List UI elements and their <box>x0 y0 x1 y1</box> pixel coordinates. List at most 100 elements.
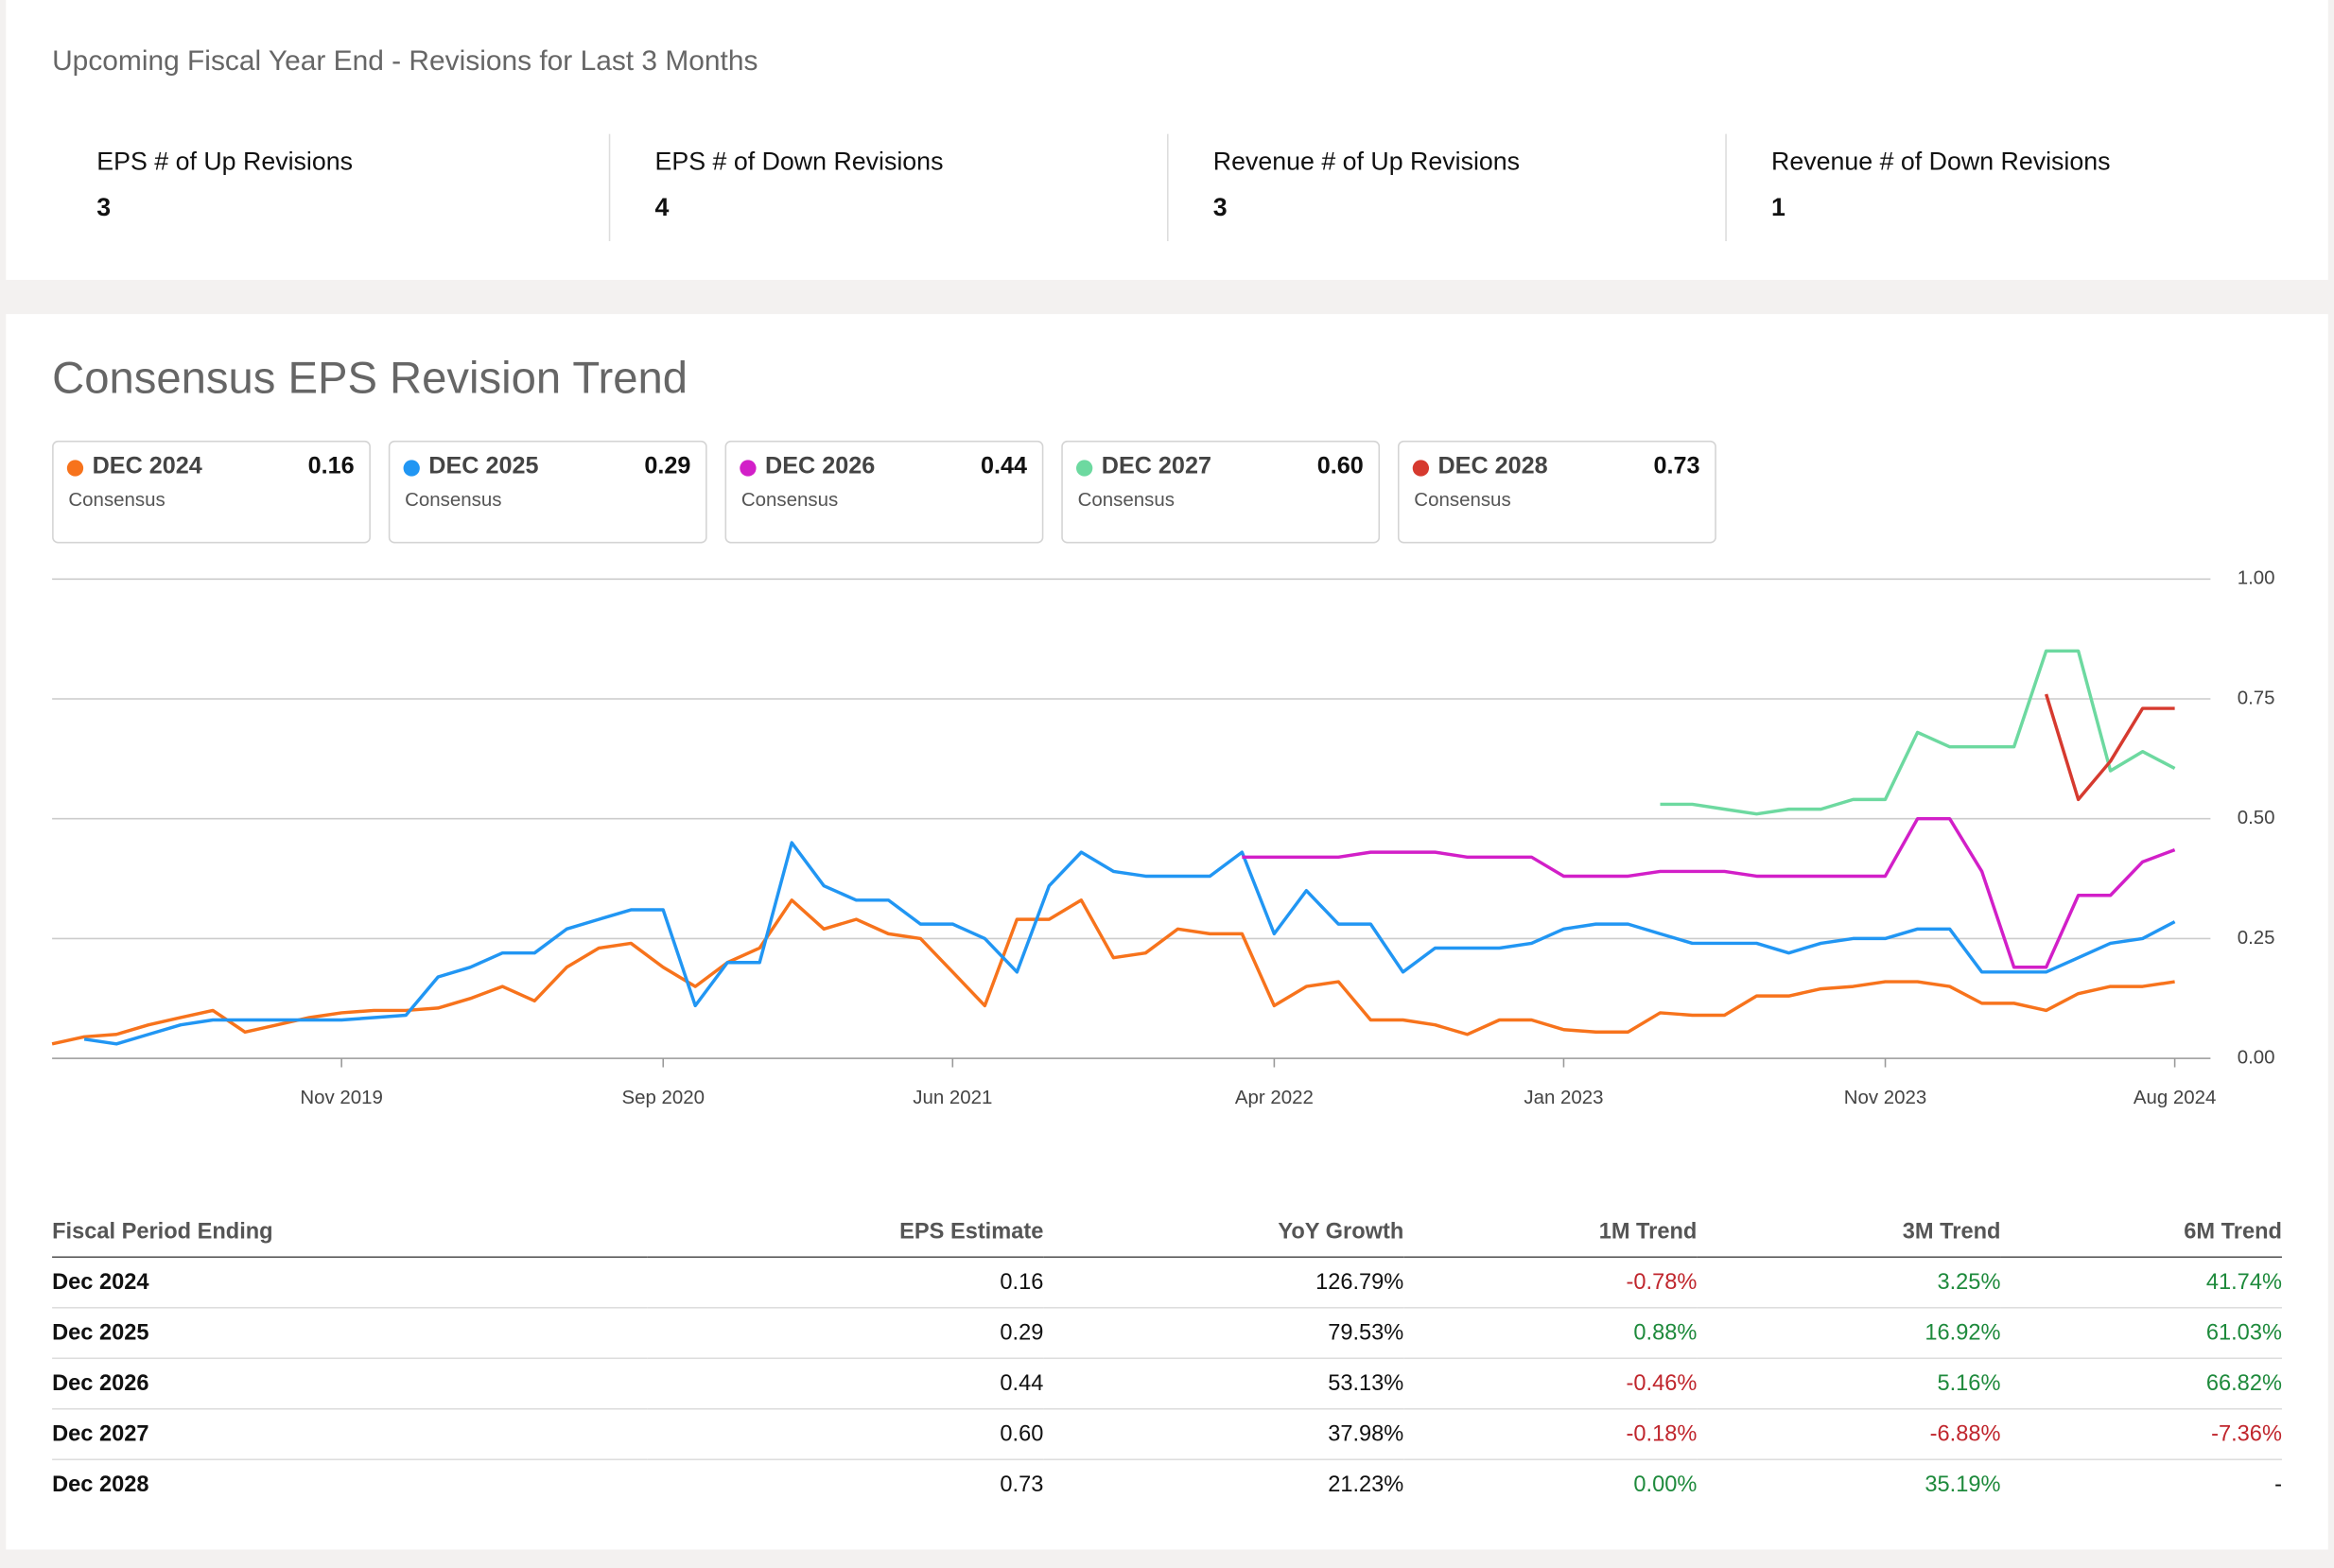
x-tick-label: Sep 2020 <box>621 1087 705 1108</box>
summary-value: 3 <box>1212 193 1228 222</box>
legend-name: DEC 2028 <box>1437 454 1548 479</box>
table-cell: Dec 2025 <box>52 1307 648 1360</box>
summary-label: EPS # of Down Revisions <box>654 147 944 176</box>
column-header: Fiscal Period Ending <box>52 1207 648 1259</box>
legend-dot <box>1412 460 1430 477</box>
table-cell: 0.73 <box>1000 1472 1044 1498</box>
legend-sublabel: Consensus <box>740 488 839 511</box>
table-row: Dec 2026 0.44 53.13% -0.46% 5.16% 66.82% <box>52 1358 2282 1410</box>
legend-value: 0.73 <box>1653 454 1700 479</box>
table-cell: 16.92% <box>1697 1307 2001 1360</box>
legend-name: DEC 2024 <box>92 454 202 479</box>
table-cell: 3.25% <box>1697 1257 2001 1309</box>
table-cell: Dec 2024 <box>52 1257 648 1309</box>
table-cell: -6.88% <box>1697 1408 2001 1461</box>
x-tick-label: Nov 2023 <box>1844 1087 1927 1108</box>
table-cell: 66.82% <box>2000 1358 2282 1410</box>
series-line <box>1242 816 2176 969</box>
column-header: 3M Trend <box>1697 1207 2001 1259</box>
table-row: Dec 2027 0.60 37.98% -0.18% -6.88% -7.36% <box>52 1408 2282 1461</box>
data-table: Fiscal Period Ending EPS Estimate YoY Grow… <box>52 1207 2282 1510</box>
y-tick-label: 0.00 <box>2238 1047 2275 1069</box>
legend-sublabel: Consensus <box>405 488 502 511</box>
legend-value: 0.16 <box>307 454 355 479</box>
table-cell: Dec 2027 <box>52 1408 648 1461</box>
legend-name: DEC 2026 <box>765 454 876 479</box>
y-tick-label: 1.00 <box>2238 567 2275 589</box>
legend-card: DEC 2025 0.29 Consensus <box>388 440 707 544</box>
table-cell: 37.98% <box>1043 1408 1404 1461</box>
table-cell: 79.53% <box>1043 1307 1404 1360</box>
legend-card: DEC 2028 0.73 Consensus <box>1397 440 1716 544</box>
legend-sublabel: Consensus <box>1414 488 1511 511</box>
table-row: Dec 2028 0.73 21.23% 0.00% 35.19% - <box>52 1459 2282 1509</box>
table-cell: 0.29 <box>647 1307 1044 1360</box>
y-tick-label: 0.50 <box>2238 807 2275 828</box>
legend-value: 0.29 <box>644 454 691 479</box>
y-tick-label: 0.75 <box>2238 687 2275 708</box>
legend-sublabel: Consensus <box>1077 488 1175 511</box>
x-tick-label: Jun 2021 <box>913 1087 992 1108</box>
legend-name: DEC 2027 <box>1101 454 1211 479</box>
summary-value: 1 <box>1771 193 1785 222</box>
column-header: EPS Estimate <box>647 1207 1044 1259</box>
series-line <box>2044 693 2175 802</box>
chart-title: Consensus EPS Revision Trend <box>52 354 688 404</box>
table-cell: Dec 2028 <box>52 1472 149 1498</box>
legend-name: DEC 2025 <box>428 454 539 479</box>
legend-value: 0.44 <box>981 454 1028 479</box>
table-cell: - <box>2274 1472 2282 1498</box>
table-cell: -0.78% <box>1403 1257 1698 1309</box>
table-cell: -7.36% <box>2000 1408 2282 1461</box>
table-row: Dec 2025 0.29 79.53% 0.88% 16.92% 61.03% <box>52 1307 2282 1360</box>
table-cell: 126.79% <box>1043 1257 1404 1309</box>
legend-card: DEC 2024 0.16 Consensus <box>52 440 371 544</box>
x-tick-label: Jan 2023 <box>1524 1087 1603 1108</box>
table-cell: 0.88% <box>1403 1307 1698 1360</box>
table-header: Fiscal Period Ending EPS Estimate YoY Grow… <box>52 1207 2282 1259</box>
divider <box>1167 133 1169 241</box>
divider <box>1725 133 1727 241</box>
series-line <box>51 898 2175 1046</box>
legend-dot <box>66 460 84 477</box>
table-row: Dec 2024 0.16 126.79% -0.78% 3.25% 41.74% <box>52 1257 2282 1309</box>
legend-dot <box>403 460 420 477</box>
table-cell: 5.16% <box>1697 1358 2001 1410</box>
x-tick-label: Nov 2019 <box>300 1087 383 1108</box>
series-line <box>1660 649 2176 816</box>
x-tick-label: Apr 2022 <box>1235 1087 1314 1108</box>
table-cell: 61.03% <box>2000 1307 2282 1360</box>
legend-value: 0.60 <box>1316 454 1364 479</box>
legend-dot <box>740 460 757 477</box>
table-cell: -0.46% <box>1403 1358 1698 1410</box>
legend-card: DEC 2027 0.60 Consensus <box>1061 440 1381 544</box>
table-cell: 0.60 <box>647 1408 1044 1461</box>
summary-title: Upcoming Fiscal Year End - Revisions for… <box>52 45 758 78</box>
table-cell: 21.23% <box>1328 1472 1404 1498</box>
summary-label: Revenue # of Down Revisions <box>1771 147 2111 176</box>
table-cell: 0.00% <box>1633 1472 1698 1498</box>
table-cell: 35.19% <box>1925 1472 2001 1498</box>
summary-value: 3 <box>96 193 112 222</box>
series-line <box>83 841 2176 1046</box>
legend-dot <box>1076 460 1093 477</box>
y-tick-label: 0.25 <box>2238 927 2275 949</box>
table-cell: 53.13% <box>1043 1358 1404 1410</box>
table-cell: 41.74% <box>2000 1257 2282 1309</box>
summary-label: Revenue # of Up Revisions <box>1212 147 1521 176</box>
legend-card: DEC 2026 0.44 Consensus <box>724 440 1044 544</box>
table-cell: 0.44 <box>647 1358 1044 1410</box>
summary-label: EPS # of Up Revisions <box>96 147 353 176</box>
table-cell: 0.16 <box>647 1257 1044 1309</box>
divider <box>608 133 611 241</box>
column-header: 6M Trend <box>2000 1207 2282 1259</box>
legend-sublabel: Consensus <box>68 488 165 511</box>
column-header: 1M Trend <box>1403 1207 1698 1259</box>
table-cell: -0.18% <box>1403 1408 1698 1461</box>
column-header: YoY Growth <box>1043 1207 1404 1259</box>
table-body: Dec 2024 0.16 126.79% -0.78% 3.25% 41.74% Dec … <box>52 1257 2282 1509</box>
x-tick-label: Aug 2024 <box>2134 1087 2217 1108</box>
summary-value: 4 <box>654 193 670 222</box>
